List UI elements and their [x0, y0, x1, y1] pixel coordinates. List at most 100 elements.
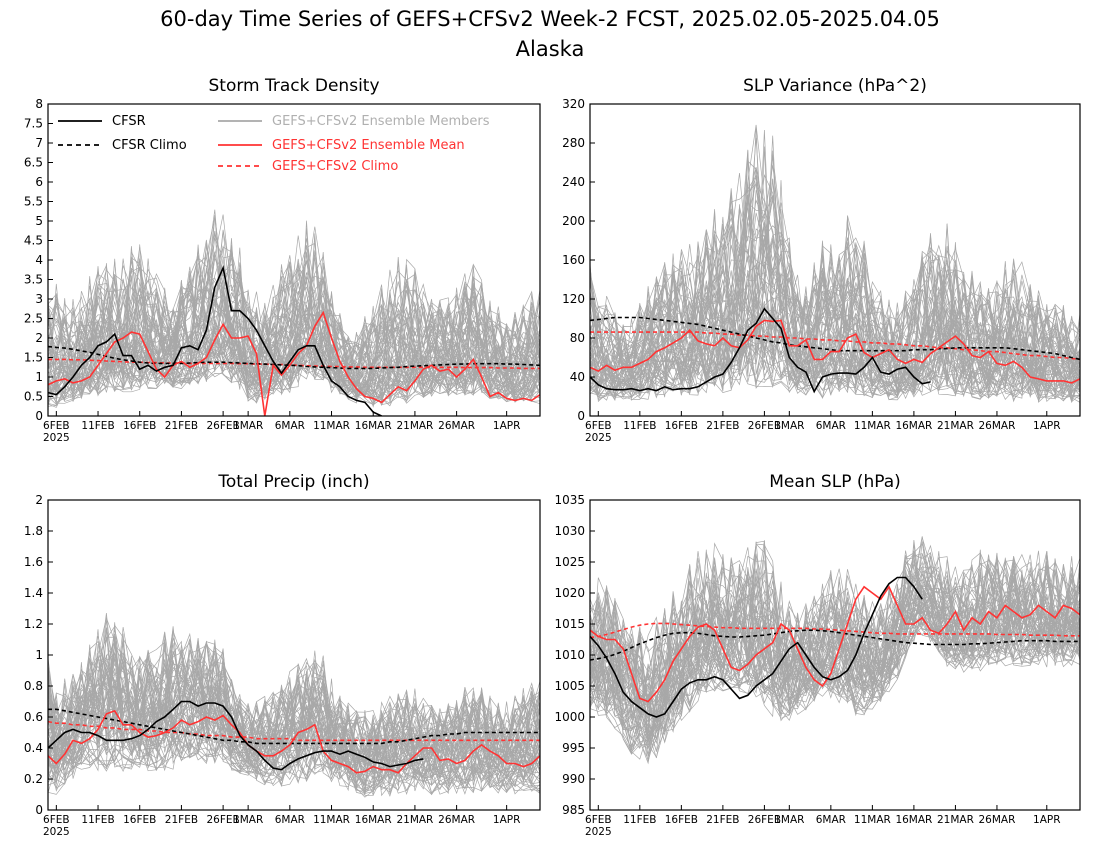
- y-tick-label: 320: [562, 97, 585, 111]
- x-tick-label: 1MAR: [233, 420, 263, 432]
- ensemble-member-line: [590, 568, 1080, 739]
- ensemble-member-line: [590, 178, 1080, 369]
- ensemble-member-line: [48, 250, 540, 368]
- y-tick-label: 160: [562, 253, 585, 267]
- ensemble-member-line: [590, 556, 1080, 765]
- x-tick-label: 21MAR: [396, 814, 433, 826]
- panel-title: SLP Variance (hPa^2): [743, 76, 927, 96]
- legend-ensemble-members-label: GEFS+CFSv2 Ensemble Members: [272, 114, 490, 129]
- x-tick-label: 11FEB: [623, 420, 656, 432]
- x-tick-label: 21MAR: [396, 420, 433, 432]
- ensemble-member-line: [590, 181, 1080, 399]
- ensemble-member-line: [48, 650, 540, 796]
- x-year-label: 2025: [585, 432, 612, 444]
- y-tick-label: 3: [35, 292, 43, 306]
- ensemble-member-line: [590, 613, 1080, 756]
- ensemble-member-line: [590, 567, 1080, 723]
- x-tick-label: 26FEB: [206, 814, 239, 826]
- x-tick-label: 21FEB: [706, 420, 739, 432]
- y-tick-label: 1020: [554, 586, 585, 600]
- x-tick-label: 6MAR: [275, 814, 305, 826]
- y-tick-label: 990: [562, 772, 585, 786]
- ensemble-member-line: [48, 230, 540, 369]
- ensemble-member-line: [590, 211, 1080, 396]
- x-tick-label: 11FEB: [81, 420, 114, 432]
- x-tick-label: 16FEB: [123, 420, 156, 432]
- legend-ensemble-mean-label: GEFS+CFSv2 Ensemble Mean: [272, 138, 465, 153]
- x-tick-label: 26MAR: [438, 420, 475, 432]
- ensemble-member-line: [590, 567, 1080, 749]
- x-tick-label: 16MAR: [895, 420, 932, 432]
- ensemble-members: [48, 612, 540, 798]
- x-tick-label: 26MAR: [978, 420, 1015, 432]
- ensemble-member-line: [590, 177, 1080, 361]
- series-line-gefs-cfsv2-ensemble-mean: [590, 585, 1080, 703]
- ensemble-member-line: [590, 283, 1080, 400]
- y-tick-label: 1015: [554, 617, 585, 631]
- y-tick-label: 1000: [554, 710, 585, 724]
- x-year-label: 2025: [43, 826, 70, 838]
- ensemble-member-line: [48, 648, 540, 783]
- plot-area: [590, 536, 1080, 765]
- ensemble-member-line: [590, 555, 1080, 699]
- x-tick-label: 6MAR: [816, 420, 846, 432]
- x-tick-label: 16FEB: [665, 814, 698, 826]
- ensemble-member-line: [590, 553, 1080, 688]
- series-line-gefs-cfsv2-ensemble-mean: [48, 709, 540, 774]
- y-tick-label: 0.5: [24, 390, 43, 404]
- plot-area: [48, 612, 540, 798]
- figure-title: 60-day Time Series of GEFS+CFSv2 Week-2 …: [160, 7, 940, 31]
- ensemble-member-line: [48, 627, 540, 761]
- legend: CFSR CFSR Climo GEFS+CFSv2 Ensemble Member…: [58, 114, 490, 174]
- x-tick-label: 1MAR: [774, 420, 804, 432]
- ensemble-member-line: [48, 612, 540, 769]
- y-tick-label: 2.5: [24, 312, 43, 326]
- y-tick-label: 1: [35, 648, 43, 662]
- y-tick-label: 200: [562, 214, 585, 228]
- series-line-cfsr-climo: [590, 316, 1080, 361]
- legend-cfsr-label: CFSR: [112, 114, 146, 129]
- y-tick-label: 1.2: [24, 617, 43, 631]
- ensemble-member-line: [590, 195, 1080, 368]
- x-year-label: 2025: [585, 826, 612, 838]
- ensemble-member-line: [48, 220, 540, 405]
- series-line-gefs-cfsv2-climo: [590, 622, 1080, 639]
- y-tick-label: 985: [562, 803, 585, 817]
- x-tick-label: 11FEB: [623, 814, 656, 826]
- panel-title: Total Precip (inch): [217, 472, 369, 492]
- plot-area: [48, 209, 540, 416]
- series-line-gefs-cfsv2-ensemble-mean: [590, 319, 1080, 384]
- x-tick-label: 21FEB: [165, 420, 198, 432]
- ensemble-member-line: [48, 254, 540, 396]
- y-tick-label: 6: [35, 175, 43, 189]
- chart-panel-1: Storm Track Density 0 0.5 1 1.5 2 2.5 3 3.5 4 4.5 5…: [24, 76, 541, 444]
- ensemble-members: [590, 124, 1080, 404]
- x-tick-label: 16MAR: [355, 814, 392, 826]
- x-tick-label: 6FEB: [43, 814, 70, 826]
- y-tick-label: 0: [577, 409, 585, 423]
- series-line-gefs-cfsv2-ensemble-mean: [48, 310, 540, 416]
- ensemble-member-line: [48, 258, 540, 408]
- series-line-cfsr: [590, 576, 923, 718]
- y-tick-label: 1.4: [24, 586, 43, 600]
- ensemble-member-line: [48, 209, 540, 375]
- y-tick-label: 40: [570, 370, 585, 384]
- x-tick-label: 21MAR: [937, 420, 974, 432]
- ensemble-member-line: [48, 656, 540, 774]
- y-tick-label: 5: [35, 214, 43, 228]
- ensemble-member-line: [48, 655, 540, 791]
- ensemble-member-line: [48, 262, 540, 387]
- x-tick-label: 21MAR: [937, 814, 974, 826]
- ensemble-member-line: [590, 568, 1080, 741]
- x-tick-label: 11MAR: [854, 420, 891, 432]
- legend-gefs-climo-label: GEFS+CFSv2 Climo: [272, 159, 398, 174]
- x-tick-label: 1MAR: [233, 814, 263, 826]
- ensemble-member-line: [590, 595, 1080, 749]
- x-tick-label: 6FEB: [585, 420, 612, 432]
- series-line-cfsr-climo: [48, 345, 540, 370]
- y-tick-label: 2: [35, 493, 43, 507]
- ensemble-member-line: [48, 263, 540, 404]
- panel-title: Storm Track Density: [208, 76, 379, 96]
- y-tick-label: 1030: [554, 524, 585, 538]
- ensemble-member-line: [590, 606, 1080, 749]
